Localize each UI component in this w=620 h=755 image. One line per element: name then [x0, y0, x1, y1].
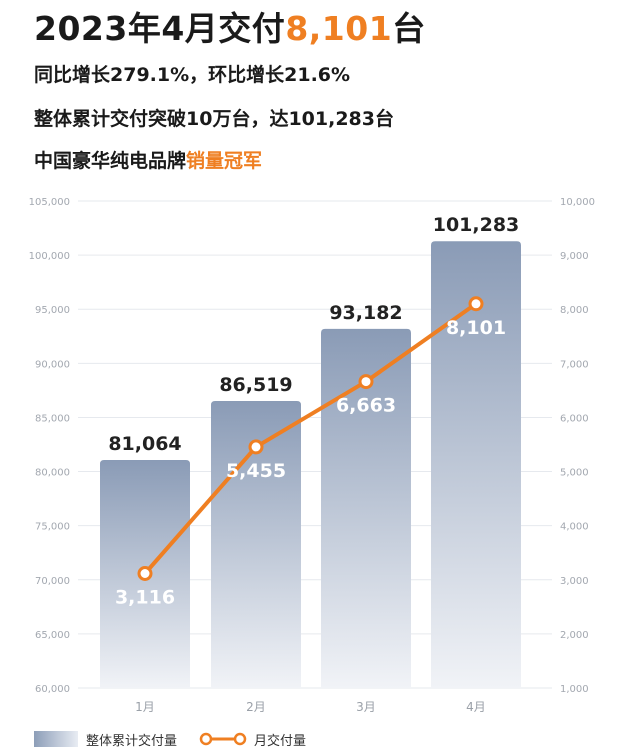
line-value-label: 5,455: [226, 460, 286, 482]
y-right-tick-label: 5,000: [560, 468, 589, 479]
bar-value-label: 93,182: [329, 302, 402, 324]
x-tick-label: 3月: [356, 700, 376, 714]
x-tick-label: 1月: [135, 700, 155, 714]
y-right-tick-label: 10,000: [560, 197, 595, 208]
y-left-tick-label: 60,000: [35, 684, 70, 695]
y-right-tick-label: 3,000: [560, 576, 589, 587]
title-highlight: 8,101: [285, 9, 393, 48]
title-prefix: 2023年4月交付: [34, 9, 286, 48]
y-right-tick-label: 4,000: [560, 522, 589, 533]
legend-line: 月交付量: [198, 727, 306, 751]
y-left-tick-label: 95,000: [35, 305, 70, 316]
y-right-tick-label: 2,000: [560, 630, 589, 641]
legend-bar-swatch: [34, 731, 78, 747]
subtitle-champion: 中国豪华纯电品牌销量冠军: [34, 146, 262, 173]
y-right-tick-label: 7,000: [560, 359, 589, 370]
y-left-tick-label: 105,000: [29, 197, 70, 208]
y-left-tick-label: 65,000: [35, 630, 70, 641]
line-point: [468, 296, 484, 312]
legend-line-label: 月交付量: [254, 733, 307, 749]
title-suffix: 台: [392, 9, 426, 48]
y-left-tick-label: 75,000: [35, 522, 70, 533]
line-value-label: 6,663: [336, 395, 396, 417]
line-point: [137, 566, 153, 582]
bar: [431, 241, 521, 688]
y-left-tick-label: 90,000: [35, 359, 70, 370]
legend-bar-label: 整体累计交付量: [86, 733, 178, 749]
legend-line-icon: [199, 732, 247, 746]
subtitle-champion-prefix: 中国豪华纯电品牌: [34, 150, 187, 172]
line-point: [248, 439, 264, 455]
bar: [321, 328, 411, 688]
y-left-tick-label: 70,000: [35, 576, 70, 587]
subtitle-champion-highlight: 销量冠军: [186, 150, 263, 172]
x-tick-label: 4月: [466, 700, 486, 714]
line-value-label: 8,101: [446, 317, 506, 339]
series-line: [143, 302, 478, 575]
subtitle-cumulative: 整体累计交付突破10万台，达101,283台: [34, 108, 394, 130]
x-tick-label: 2月: [246, 700, 266, 714]
y-right-tick-label: 8,000: [560, 305, 589, 316]
bar-value-label: 81,064: [108, 433, 181, 455]
y-right-tick-label: 6,000: [560, 413, 589, 424]
y-left-tick-label: 85,000: [35, 413, 70, 424]
y-left-tick-label: 80,000: [35, 468, 70, 479]
y-right-tick-label: 9,000: [560, 251, 589, 262]
line-point: [358, 374, 374, 390]
legend-bars: 整体累计交付量: [34, 727, 177, 751]
page-title: 2023年4月交付8,101台: [34, 2, 426, 50]
y-left-tick-label: 100,000: [29, 251, 70, 262]
line-value-label: 3,116: [115, 587, 175, 609]
bar-value-label: 101,283: [433, 214, 520, 236]
subtitle-growth: 同比增长279.1%，环比增长21.6%: [34, 64, 351, 86]
bar-value-label: 86,519: [219, 374, 292, 396]
y-right-tick-label: 1,000: [560, 684, 589, 695]
